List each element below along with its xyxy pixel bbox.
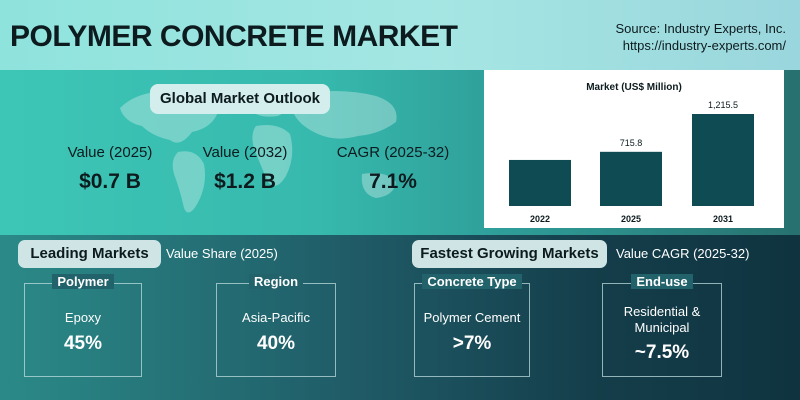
card-end-use: End-use Residential & Municipal ~7.5% xyxy=(602,274,722,377)
fastest-growing-note: Value CAGR (2025-32) xyxy=(616,246,750,261)
card-name: Asia-Pacific xyxy=(242,310,310,325)
metric-label: CAGR (2025-32) xyxy=(336,144,450,161)
card-category: Concrete Type xyxy=(422,274,522,289)
page-title: POLYMER CONCRETE MARKET xyxy=(10,20,458,53)
world-map-icon xyxy=(120,91,397,213)
chart-title: Market (US$ Million) xyxy=(586,82,682,93)
header-banner: POLYMER CONCRETE MARKET Source: Industry… xyxy=(0,0,800,70)
metric-value: $1.2 B xyxy=(214,170,276,193)
source-block: Source: Industry Experts, Inc. https://i… xyxy=(615,20,786,54)
card-region: Region Asia-Pacific 40% xyxy=(216,274,336,377)
card-name: Polymer Cement xyxy=(423,310,521,325)
metric-value: 7.1% xyxy=(369,170,417,193)
bar-2025 xyxy=(600,151,662,206)
bar-2022 xyxy=(509,159,571,206)
metric-value: $0.7 B xyxy=(79,170,141,193)
leading-markets-note: Value Share (2025) xyxy=(166,246,278,261)
card-category: End-use xyxy=(631,274,693,289)
markets-section: Leading Markets Value Share (2025) Faste… xyxy=(0,235,800,400)
tick-label-2031: 2031 xyxy=(713,214,733,224)
leading-markets-label: Leading Markets xyxy=(18,240,161,268)
card-concrete-type: Concrete Type Polymer Cement >7% xyxy=(414,274,530,377)
card-value: 45% xyxy=(63,333,103,354)
card-category: Region xyxy=(248,274,304,289)
market-bar-chart: Market (US$ Million) 2022 715.8 2025 1,215.… xyxy=(509,82,754,224)
data-label-2025: 715.8 xyxy=(620,138,643,148)
data-label-2031: 1,215.5 xyxy=(708,100,738,110)
market-chart-panel: Market (US$ Million) 2022 715.8 2025 1,215.… xyxy=(484,70,784,228)
card-name: Residential & xyxy=(623,304,701,319)
metric-value-2032: Value (2032) $1.2 B xyxy=(175,144,315,194)
bar-2031 xyxy=(692,114,754,206)
card-name: Epoxy xyxy=(64,310,102,325)
fastest-growing-label: Fastest Growing Markets xyxy=(412,240,607,268)
card-name-line2: Municipal xyxy=(634,320,690,335)
metric-cagr: CAGR (2025-32) 7.1% xyxy=(318,144,468,194)
card-value: >7% xyxy=(452,333,492,354)
card-category: Polymer xyxy=(52,274,114,289)
tick-label-2022: 2022 xyxy=(530,214,550,224)
card-polymer: Polymer Epoxy 45% xyxy=(24,274,142,377)
metric-label: Value (2032) xyxy=(202,144,288,161)
card-value: ~7.5% xyxy=(634,342,690,363)
source-url[interactable]: https://industry-experts.com/ xyxy=(622,38,786,53)
tick-label-2025: 2025 xyxy=(621,214,641,224)
metric-value-2025: Value (2025) $0.7 B xyxy=(40,144,180,194)
global-outlook-label: Global Market Outlook xyxy=(150,84,330,114)
source-name: Source: Industry Experts, Inc. xyxy=(615,21,786,36)
card-value: 40% xyxy=(256,333,296,354)
metric-label: Value (2025) xyxy=(67,144,153,161)
